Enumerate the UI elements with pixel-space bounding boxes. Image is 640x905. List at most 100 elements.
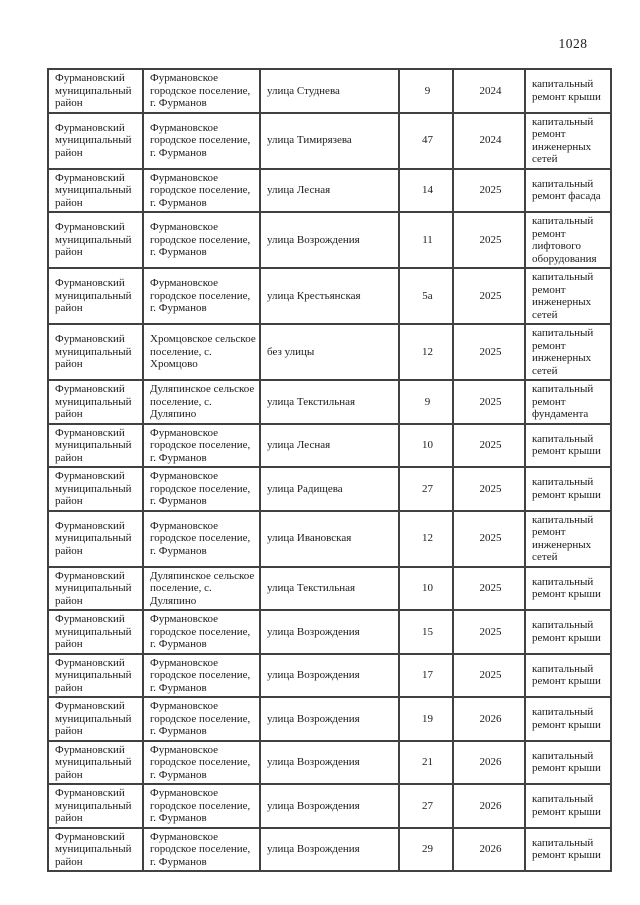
cell-work-type: капитальный ремонт крыши	[524, 739, 612, 785]
cell-year: 2025	[452, 466, 526, 512]
table-row: Фурмановский муниципальный район Дуляпин…	[47, 565, 612, 611]
cell-settlement: Фурмановское городское поселение, г. Фур…	[142, 68, 261, 114]
table-row: Фурмановский муниципальный район Фурмано…	[47, 696, 612, 742]
cell-street: улица Возрождения	[259, 696, 400, 742]
cell-district: Фурмановский муниципальный район	[47, 323, 144, 381]
cell-house-number: 9	[398, 379, 454, 425]
cell-district: Фурмановский муниципальный район	[47, 422, 144, 468]
table-row: Фурмановский муниципальный район Фурмано…	[47, 211, 612, 269]
cell-house-number: 27	[398, 466, 454, 512]
cell-settlement: Фурмановское городское поселение, г. Фур…	[142, 466, 261, 512]
cell-year: 2025	[452, 565, 526, 611]
cell-work-type: капитальный ремонт инженерных сетей	[524, 323, 612, 381]
cell-district: Фурмановский муниципальный район	[47, 652, 144, 698]
cell-settlement: Фурмановское городское поселение, г. Фур…	[142, 509, 261, 568]
cell-work-type: капитальный ремонт крыши	[524, 466, 612, 512]
cell-year: 2025	[452, 652, 526, 698]
cell-house-number: 12	[398, 509, 454, 568]
cell-house-number: 15	[398, 609, 454, 655]
cell-settlement: Фурмановское городское поселение, г. Фур…	[142, 211, 261, 269]
cell-year: 2024	[452, 68, 526, 114]
page-number: 1028	[558, 36, 588, 51]
cell-work-type: капитальный ремонт лифтового оборудовани…	[524, 211, 612, 269]
cell-year: 2025	[452, 379, 526, 425]
cell-year: 2025	[452, 267, 526, 325]
cell-settlement: Фурмановское городское поселение, г. Фур…	[142, 609, 261, 655]
cell-settlement: Фурмановское городское поселение, г. Фур…	[142, 783, 261, 829]
cell-year: 2025	[452, 323, 526, 381]
cell-district: Фурмановский муниципальный район	[47, 609, 144, 655]
cell-year: 2025	[452, 211, 526, 269]
cell-district: Фурмановский муниципальный район	[47, 211, 144, 269]
table-row: Фурмановский муниципальный район Фурмано…	[47, 68, 612, 114]
cell-work-type: капитальный ремонт крыши	[524, 565, 612, 611]
cell-street: улица Возрождения	[259, 826, 400, 872]
cell-house-number: 9	[398, 68, 454, 114]
cell-year: 2026	[452, 783, 526, 829]
cell-settlement: Фурмановское городское поселение, г. Фур…	[142, 696, 261, 742]
cell-district: Фурмановский муниципальный район	[47, 509, 144, 568]
cell-street: улица Студнева	[259, 68, 400, 114]
cell-district: Фурмановский муниципальный район	[47, 267, 144, 325]
cell-street: улица Тимирязева	[259, 111, 400, 170]
cell-year: 2025	[452, 509, 526, 568]
cell-year: 2026	[452, 739, 526, 785]
table-row: Фурмановский муниципальный район Хромцов…	[47, 323, 612, 381]
cell-district: Фурмановский муниципальный район	[47, 167, 144, 213]
cell-street: улица Крестьянская	[259, 267, 400, 325]
cell-settlement: Дуляпинское сельское поселение, с. Дуляп…	[142, 379, 261, 425]
cell-house-number: 10	[398, 422, 454, 468]
cell-work-type: капитальный ремонт крыши	[524, 609, 612, 655]
cell-settlement: Фурмановское городское поселение, г. Фур…	[142, 267, 261, 325]
cell-house-number: 19	[398, 696, 454, 742]
cell-settlement: Фурмановское городское поселение, г. Фур…	[142, 826, 261, 872]
cell-year: 2025	[452, 422, 526, 468]
table-body: Фурмановский муниципальный район Фурмано…	[47, 68, 612, 872]
cell-house-number: 27	[398, 783, 454, 829]
cell-house-number: 5а	[398, 267, 454, 325]
cell-work-type: капитальный ремонт инженерных сетей	[524, 509, 612, 568]
cell-district: Фурмановский муниципальный район	[47, 565, 144, 611]
cell-work-type: капитальный ремонт крыши	[524, 68, 612, 114]
cell-street: улица Возрождения	[259, 739, 400, 785]
table-row: Фурмановский муниципальный район Фурмано…	[47, 609, 612, 655]
cell-work-type: капитальный ремонт крыши	[524, 422, 612, 468]
cell-settlement: Фурмановское городское поселение, г. Фур…	[142, 652, 261, 698]
cell-district: Фурмановский муниципальный район	[47, 739, 144, 785]
cell-settlement: Хромцовское сельское поселение, с. Хромц…	[142, 323, 261, 381]
cell-street: улица Текстильная	[259, 565, 400, 611]
cell-work-type: капитальный ремонт крыши	[524, 696, 612, 742]
cell-settlement: Дуляпинское сельское поселение, с. Дуляп…	[142, 565, 261, 611]
cell-work-type: капитальный ремонт крыши	[524, 826, 612, 872]
cell-work-type: капитальный ремонт инженерных сетей	[524, 111, 612, 170]
table-row: Фурмановский муниципальный район Фурмано…	[47, 509, 612, 568]
cell-year: 2024	[452, 111, 526, 170]
cell-year: 2025	[452, 609, 526, 655]
table-row: Фурмановский муниципальный район Фурмано…	[47, 739, 612, 785]
cell-district: Фурмановский муниципальный район	[47, 826, 144, 872]
table-row: Фурмановский муниципальный район Дуляпин…	[47, 379, 612, 425]
table-row: Фурмановский муниципальный район Фурмано…	[47, 267, 612, 325]
cell-work-type: капитальный ремонт инженерных сетей	[524, 267, 612, 325]
cell-work-type: капитальный ремонт фасада	[524, 167, 612, 213]
cell-settlement: Фурмановское городское поселение, г. Фур…	[142, 739, 261, 785]
cell-district: Фурмановский муниципальный район	[47, 696, 144, 742]
table-row: Фурмановский муниципальный район Фурмано…	[47, 111, 612, 170]
cell-year: 2026	[452, 826, 526, 872]
cell-street: улица Возрождения	[259, 609, 400, 655]
cell-settlement: Фурмановское городское поселение, г. Фур…	[142, 167, 261, 213]
cell-district: Фурмановский муниципальный район	[47, 466, 144, 512]
cell-work-type: капитальный ремонт крыши	[524, 783, 612, 829]
table-row: Фурмановский муниципальный район Фурмано…	[47, 466, 612, 512]
cell-house-number: 14	[398, 167, 454, 213]
cell-street: улица Радищева	[259, 466, 400, 512]
cell-house-number: 12	[398, 323, 454, 381]
cell-district: Фурмановский муниципальный район	[47, 379, 144, 425]
cell-settlement: Фурмановское городское поселение, г. Фур…	[142, 422, 261, 468]
cell-house-number: 29	[398, 826, 454, 872]
cell-house-number: 10	[398, 565, 454, 611]
cell-house-number: 11	[398, 211, 454, 269]
cell-house-number: 21	[398, 739, 454, 785]
cell-district: Фурмановский муниципальный район	[47, 68, 144, 114]
